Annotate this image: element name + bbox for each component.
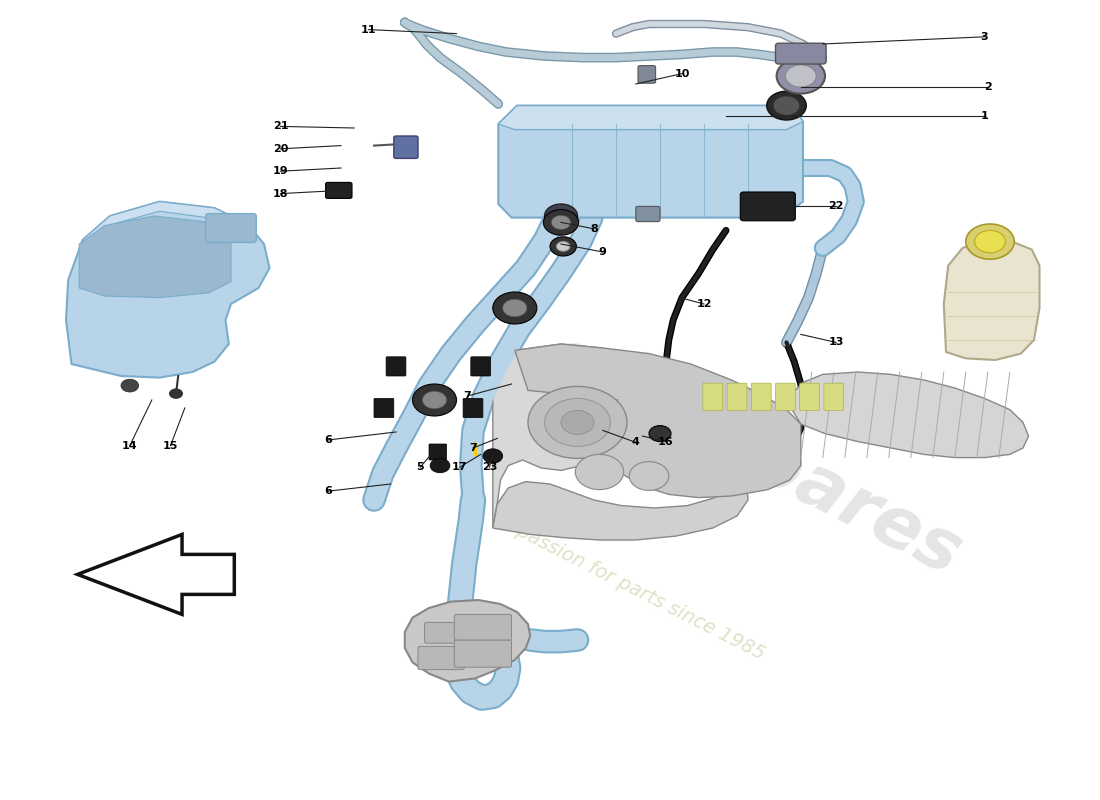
FancyBboxPatch shape	[386, 357, 406, 376]
FancyBboxPatch shape	[394, 136, 418, 158]
Circle shape	[422, 391, 447, 409]
Text: 23: 23	[482, 462, 497, 472]
Circle shape	[544, 204, 578, 228]
Text: 15: 15	[163, 441, 178, 450]
FancyBboxPatch shape	[703, 383, 723, 410]
FancyBboxPatch shape	[636, 206, 660, 222]
Circle shape	[975, 230, 1005, 253]
Circle shape	[966, 224, 1014, 259]
Polygon shape	[792, 372, 1028, 458]
Circle shape	[777, 58, 825, 94]
FancyBboxPatch shape	[800, 383, 820, 410]
Text: a passion for parts since 1985: a passion for parts since 1985	[497, 513, 768, 663]
Polygon shape	[77, 534, 234, 614]
Circle shape	[543, 210, 579, 235]
FancyBboxPatch shape	[548, 214, 574, 230]
FancyBboxPatch shape	[454, 640, 512, 667]
Text: 7: 7	[463, 391, 472, 401]
FancyBboxPatch shape	[776, 43, 826, 64]
FancyBboxPatch shape	[425, 622, 464, 643]
Circle shape	[412, 384, 456, 416]
Circle shape	[550, 237, 576, 256]
Text: 11: 11	[361, 25, 376, 34]
Text: 4: 4	[631, 438, 640, 447]
Text: 5: 5	[417, 462, 424, 472]
FancyBboxPatch shape	[776, 383, 795, 410]
Polygon shape	[405, 600, 530, 682]
Circle shape	[773, 96, 800, 115]
Circle shape	[483, 449, 503, 463]
Text: 8: 8	[590, 224, 598, 234]
Circle shape	[556, 241, 571, 252]
Text: 13: 13	[828, 338, 844, 347]
Circle shape	[649, 426, 671, 442]
FancyBboxPatch shape	[727, 383, 747, 410]
Text: 18: 18	[273, 189, 288, 198]
Polygon shape	[66, 202, 270, 378]
Circle shape	[430, 458, 450, 473]
Polygon shape	[498, 106, 803, 218]
Polygon shape	[498, 106, 803, 130]
Circle shape	[785, 65, 816, 87]
Text: 1: 1	[980, 111, 989, 121]
Polygon shape	[82, 202, 248, 244]
Circle shape	[169, 389, 183, 398]
FancyBboxPatch shape	[429, 444, 447, 460]
Circle shape	[629, 462, 669, 490]
FancyBboxPatch shape	[454, 614, 512, 640]
Polygon shape	[79, 216, 231, 298]
FancyBboxPatch shape	[206, 214, 256, 242]
Text: 2: 2	[983, 82, 992, 92]
Circle shape	[544, 398, 610, 446]
Circle shape	[121, 379, 139, 392]
Text: 19: 19	[273, 166, 288, 176]
Circle shape	[493, 292, 537, 324]
Text: eurospares: eurospares	[535, 322, 972, 590]
Text: 9: 9	[598, 247, 607, 257]
Circle shape	[561, 410, 594, 434]
Text: 3: 3	[981, 32, 988, 42]
FancyBboxPatch shape	[471, 357, 491, 376]
Circle shape	[528, 386, 627, 458]
Polygon shape	[493, 344, 640, 528]
Polygon shape	[944, 240, 1040, 360]
Text: 17: 17	[452, 462, 468, 472]
Text: 10: 10	[674, 69, 690, 78]
Circle shape	[557, 242, 570, 251]
Polygon shape	[515, 344, 801, 498]
FancyBboxPatch shape	[418, 646, 464, 670]
FancyBboxPatch shape	[740, 192, 795, 221]
Text: 16: 16	[658, 437, 673, 446]
Circle shape	[503, 299, 527, 317]
Text: 14: 14	[122, 441, 138, 450]
Text: 6: 6	[323, 435, 332, 445]
Text: 7: 7	[469, 443, 477, 453]
FancyBboxPatch shape	[374, 398, 394, 418]
Text: 12: 12	[696, 299, 712, 309]
Text: 6: 6	[323, 486, 332, 496]
Text: 21: 21	[273, 122, 288, 131]
FancyBboxPatch shape	[824, 383, 844, 410]
Circle shape	[575, 454, 624, 490]
FancyBboxPatch shape	[638, 66, 656, 83]
Circle shape	[551, 215, 571, 230]
Text: 22: 22	[828, 202, 844, 211]
Text: 20: 20	[273, 144, 288, 154]
Circle shape	[767, 91, 806, 120]
Polygon shape	[493, 472, 748, 540]
FancyBboxPatch shape	[751, 383, 771, 410]
FancyBboxPatch shape	[463, 398, 483, 418]
FancyBboxPatch shape	[326, 182, 352, 198]
